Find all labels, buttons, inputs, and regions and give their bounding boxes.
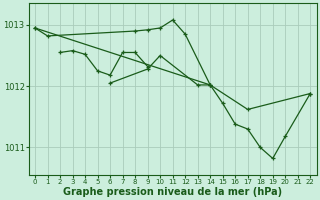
X-axis label: Graphe pression niveau de la mer (hPa): Graphe pression niveau de la mer (hPa) [63,187,282,197]
